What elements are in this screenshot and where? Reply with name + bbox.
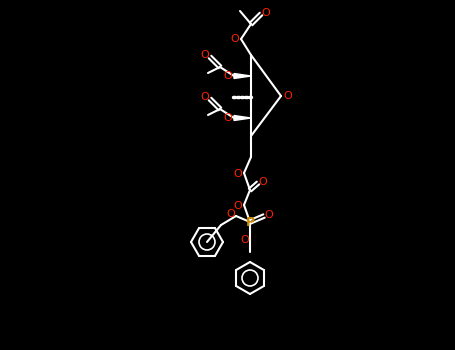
Text: O: O xyxy=(258,177,268,187)
Text: O: O xyxy=(233,201,243,211)
Text: O: O xyxy=(227,209,235,219)
Text: O: O xyxy=(201,50,209,60)
Text: O: O xyxy=(201,92,209,102)
Polygon shape xyxy=(234,74,251,78)
Text: O: O xyxy=(223,113,233,123)
Text: O: O xyxy=(233,169,243,179)
Text: O: O xyxy=(241,235,249,245)
Polygon shape xyxy=(234,116,251,120)
Text: O: O xyxy=(231,34,239,44)
Text: O: O xyxy=(262,8,270,18)
Text: O: O xyxy=(265,210,273,220)
Text: O: O xyxy=(223,71,233,81)
Text: O: O xyxy=(283,91,293,101)
Text: P: P xyxy=(245,216,254,229)
